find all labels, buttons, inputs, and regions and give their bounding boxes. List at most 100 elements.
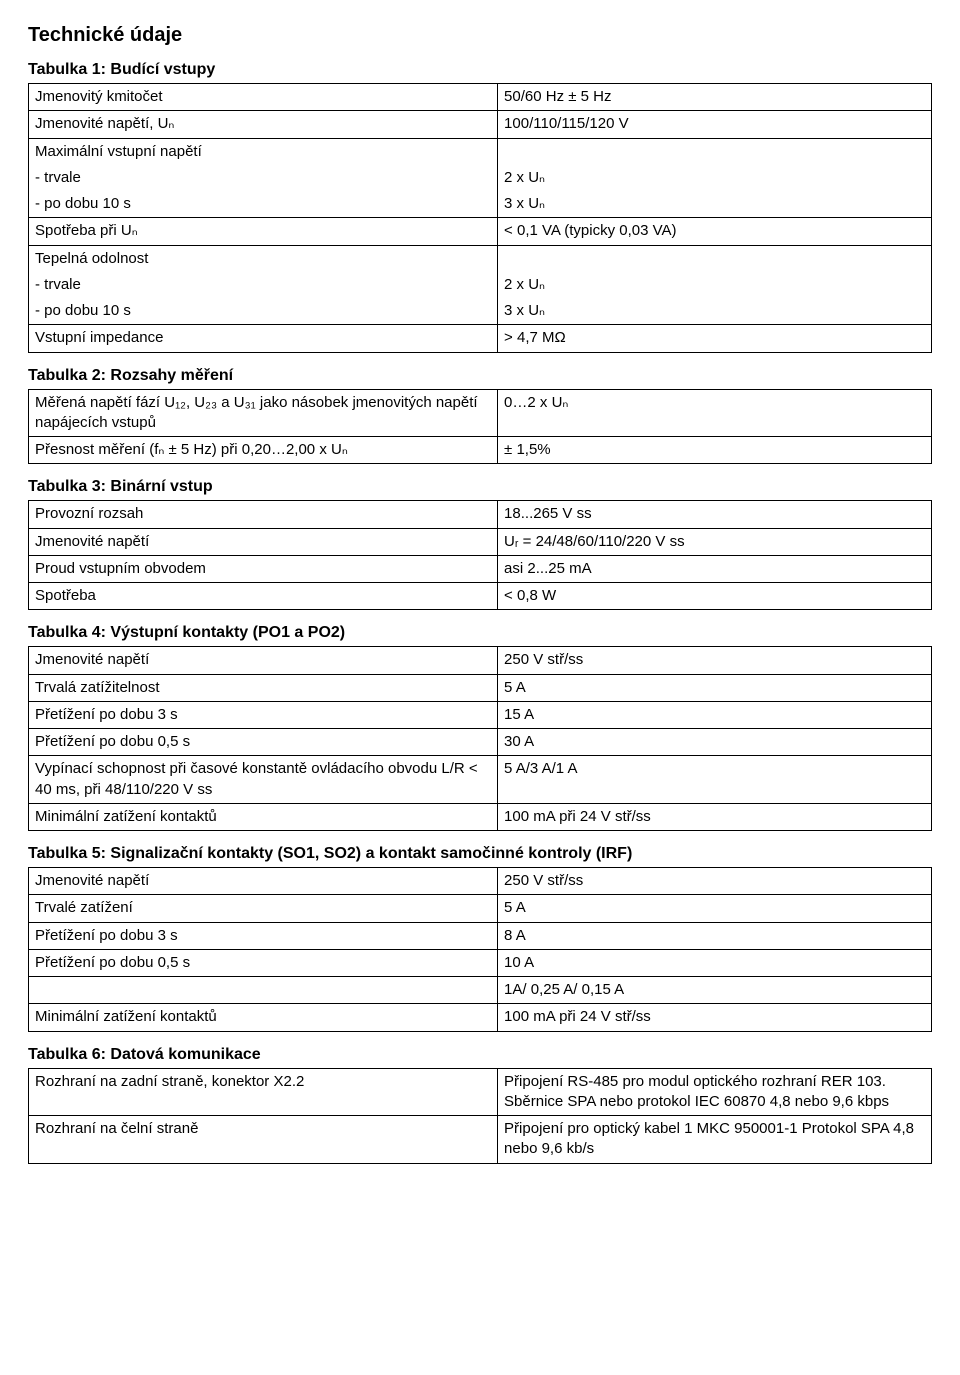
cell-label: Spotřeba <box>29 583 498 610</box>
cell-value: 3 x Uₙ <box>498 298 932 325</box>
cell-label <box>29 977 498 1004</box>
cell-value: asi 2...25 mA <box>498 555 932 582</box>
cell-label: Trvalá zatížitelnost <box>29 674 498 701</box>
cell-value: 8 A <box>498 922 932 949</box>
table-row: - trvale2 x Uₙ <box>29 165 932 191</box>
cell-label: Trvalé zatížení <box>29 895 498 922</box>
cell-value <box>498 245 932 272</box>
table5: Jmenovité napětí250 V stř/ss Trvalé zatí… <box>28 867 932 1032</box>
cell-value: 1A/ 0,25 A/ 0,15 A <box>498 977 932 1004</box>
cell-value: < 0,1 VA (typicky 0,03 VA) <box>498 218 932 245</box>
table-row: Jmenovité napětí250 V stř/ss <box>29 647 932 674</box>
cell-value: 100 mA při 24 V stř/ss <box>498 803 932 830</box>
table-row: Vypínací schopnost při časové konstantě … <box>29 756 932 804</box>
cell-label: Přetížení po dobu 3 s <box>29 922 498 949</box>
cell-label: Maximální vstupní napětí <box>29 138 498 165</box>
table6: Rozhraní na zadní straně, konektor X2.2P… <box>28 1068 932 1164</box>
table4-title: Tabulka 4: Výstupní kontakty (PO1 a PO2) <box>28 624 932 642</box>
table-row: 1A/ 0,25 A/ 0,15 A <box>29 977 932 1004</box>
cell-value: 5 A <box>498 895 932 922</box>
cell-label: Vypínací schopnost při časové konstantě … <box>29 756 498 804</box>
cell-value: Připojení RS-485 pro modul optického roz… <box>498 1068 932 1116</box>
table-row: Jmenovité napětíUᵣ = 24/48/60/110/220 V … <box>29 528 932 555</box>
cell-value: 10 A <box>498 949 932 976</box>
table-row: Vstupní impedance> 4,7 MΩ <box>29 325 932 352</box>
cell-label: Minimální zatížení kontaktů <box>29 803 498 830</box>
page-title: Technické údaje <box>28 24 932 47</box>
cell-label: Jmenovité napětí <box>29 528 498 555</box>
table6-title: Tabulka 6: Datová komunikace <box>28 1046 932 1064</box>
table-row: Jmenovité napětí250 V stř/ss <box>29 868 932 895</box>
table-row: Přesnost měření (fₙ ± 5 Hz) při 0,20…2,0… <box>29 437 932 464</box>
cell-value: ± 1,5% <box>498 437 932 464</box>
cell-value: < 0,8 W <box>498 583 932 610</box>
table-row: Trvalé zatížení5 A <box>29 895 932 922</box>
table-row: Trvalá zatížitelnost5 A <box>29 674 932 701</box>
table-row: Měřená napětí fází U₁₂, U₂₃ a U₃₁ jako n… <box>29 389 932 437</box>
cell-label: - po dobu 10 s <box>29 298 498 325</box>
table-row: Rozhraní na čelní straněPřipojení pro op… <box>29 1116 932 1164</box>
table3-title: Tabulka 3: Binární vstup <box>28 478 932 496</box>
cell-label: Vstupní impedance <box>29 325 498 352</box>
cell-value: 250 V stř/ss <box>498 868 932 895</box>
table-row: Minimální zatížení kontaktů100 mA při 24… <box>29 803 932 830</box>
table-row: Rozhraní na zadní straně, konektor X2.2P… <box>29 1068 932 1116</box>
cell-value: 18...265 V ss <box>498 501 932 528</box>
table-row: Spotřeba< 0,8 W <box>29 583 932 610</box>
table-row: - po dobu 10 s3 x Uₙ <box>29 298 932 325</box>
cell-value: 5 A/3 A/1 A <box>498 756 932 804</box>
table2: Měřená napětí fází U₁₂, U₂₃ a U₃₁ jako n… <box>28 389 932 465</box>
cell-label: Rozhraní na čelní straně <box>29 1116 498 1164</box>
table-row: Maximální vstupní napětí <box>29 138 932 165</box>
table-row: Provozní rozsah18...265 V ss <box>29 501 932 528</box>
table5-title: Tabulka 5: Signalizační kontakty (SO1, S… <box>28 845 932 863</box>
table1: Jmenovitý kmitočet50/60 Hz ± 5 Hz Jmenov… <box>28 83 932 353</box>
table4: Jmenovité napětí250 V stř/ss Trvalá zatí… <box>28 646 932 831</box>
cell-value: Připojení pro optický kabel 1 MKC 950001… <box>498 1116 932 1164</box>
cell-label: Přetížení po dobu 0,5 s <box>29 729 498 756</box>
cell-value: 3 x Uₙ <box>498 191 932 218</box>
cell-value: 50/60 Hz ± 5 Hz <box>498 84 932 111</box>
table2-title: Tabulka 2: Rozsahy měření <box>28 367 932 385</box>
table3: Provozní rozsah18...265 V ss Jmenovité n… <box>28 500 932 610</box>
table-row: Jmenovité napětí, Uₙ100/110/115/120 V <box>29 111 932 138</box>
cell-value: 100/110/115/120 V <box>498 111 932 138</box>
cell-value: 15 A <box>498 701 932 728</box>
table-row: Proud vstupním obvodemasi 2...25 mA <box>29 555 932 582</box>
cell-label: Minimální zatížení kontaktů <box>29 1004 498 1031</box>
cell-value: 30 A <box>498 729 932 756</box>
table-row: - trvale2 x Uₙ <box>29 272 932 298</box>
cell-label: Tepelná odolnost <box>29 245 498 272</box>
cell-value: 250 V stř/ss <box>498 647 932 674</box>
table-row: Jmenovitý kmitočet50/60 Hz ± 5 Hz <box>29 84 932 111</box>
cell-value <box>498 138 932 165</box>
cell-label: Jmenovité napětí <box>29 647 498 674</box>
cell-label: Přesnost měření (fₙ ± 5 Hz) při 0,20…2,0… <box>29 437 498 464</box>
cell-label: Proud vstupním obvodem <box>29 555 498 582</box>
table-row: Přetížení po dobu 0,5 s30 A <box>29 729 932 756</box>
cell-value: 0…2 x Uₙ <box>498 389 932 437</box>
cell-label: - trvale <box>29 165 498 191</box>
table1-title: Tabulka 1: Budící vstupy <box>28 61 932 79</box>
cell-label: Provozní rozsah <box>29 501 498 528</box>
table-row: - po dobu 10 s3 x Uₙ <box>29 191 932 218</box>
cell-label: Jmenovité napětí, Uₙ <box>29 111 498 138</box>
cell-label: Přetížení po dobu 3 s <box>29 701 498 728</box>
table-row: Spotřeba při Uₙ< 0,1 VA (typicky 0,03 VA… <box>29 218 932 245</box>
table-row: Minimální zatížení kontaktů100 mA při 24… <box>29 1004 932 1031</box>
cell-value: 5 A <box>498 674 932 701</box>
cell-label: Měřená napětí fází U₁₂, U₂₃ a U₃₁ jako n… <box>29 389 498 437</box>
cell-label: Přetížení po dobu 0,5 s <box>29 949 498 976</box>
table-row: Přetížení po dobu 3 s15 A <box>29 701 932 728</box>
cell-label: Spotřeba při Uₙ <box>29 218 498 245</box>
cell-label: - trvale <box>29 272 498 298</box>
cell-label: - po dobu 10 s <box>29 191 498 218</box>
cell-value: 2 x Uₙ <box>498 272 932 298</box>
table-row: Přetížení po dobu 3 s8 A <box>29 922 932 949</box>
table-row: Přetížení po dobu 0,5 s10 A <box>29 949 932 976</box>
cell-value: > 4,7 MΩ <box>498 325 932 352</box>
cell-value: 100 mA při 24 V stř/ss <box>498 1004 932 1031</box>
table-row: Tepelná odolnost <box>29 245 932 272</box>
cell-value: Uᵣ = 24/48/60/110/220 V ss <box>498 528 932 555</box>
cell-label: Jmenovité napětí <box>29 868 498 895</box>
